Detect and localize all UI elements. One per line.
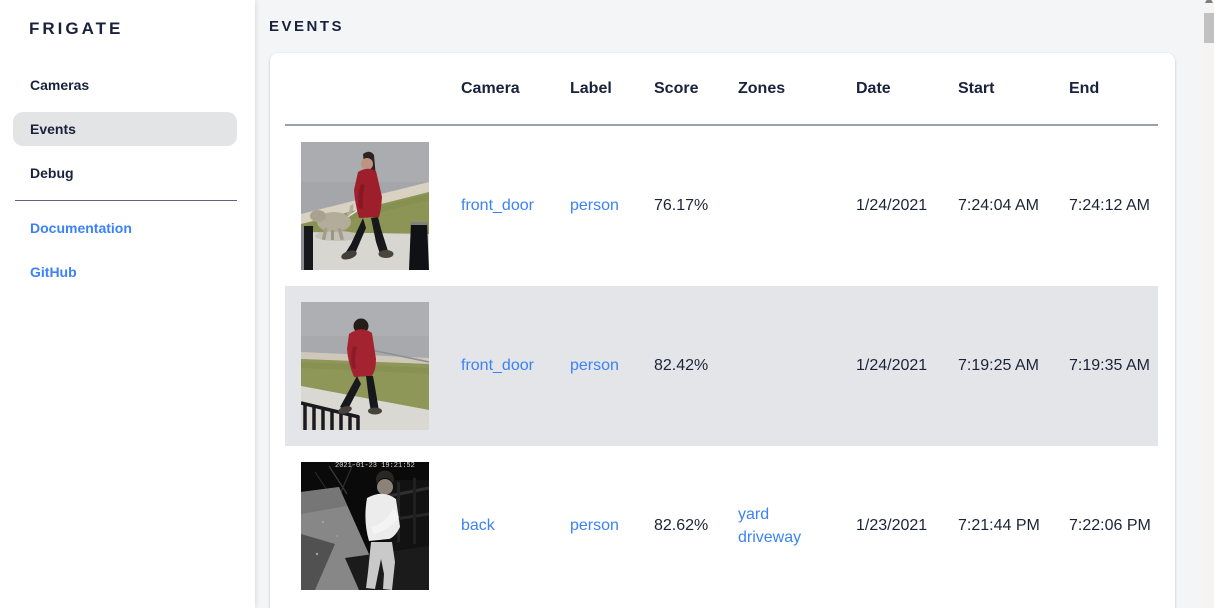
sidebar-link-label: GitHub bbox=[30, 264, 77, 280]
start-cell: 7:19:25 AM bbox=[958, 357, 1039, 374]
sidebar-link-label: Documentation bbox=[30, 220, 132, 236]
date-cell: 1/23/2021 bbox=[856, 517, 928, 534]
end-cell: 7:22:06 PM bbox=[1069, 517, 1151, 534]
label-cell: person bbox=[570, 357, 654, 375]
page-title: EVENTS bbox=[269, 18, 345, 35]
sidebar: FRIGATE Cameras Events Debug Documentati… bbox=[0, 0, 255, 608]
camera-link[interactable]: front_door bbox=[461, 357, 534, 374]
scrollbar-thumb[interactable] bbox=[1204, 13, 1214, 43]
sidebar-item-events[interactable]: Events bbox=[13, 112, 237, 146]
event-row-3[interactable]: 2021-01-23 19:21:52 back person 82.62% y… bbox=[285, 446, 1158, 606]
end-cell: 7:24:12 AM bbox=[1069, 197, 1150, 214]
main-content: EVENTS Camera Label Score Zones Date Sta… bbox=[255, 0, 1204, 608]
scrollbar[interactable] bbox=[1204, 0, 1214, 608]
label-link[interactable]: person bbox=[570, 357, 619, 374]
sidebar-item-label: Cameras bbox=[30, 77, 90, 93]
label-link[interactable]: person bbox=[570, 197, 619, 214]
app-logo: FRIGATE bbox=[29, 19, 124, 38]
end-cell: 7:19:35 AM bbox=[1069, 357, 1150, 374]
sidebar-link-documentation[interactable]: Documentation bbox=[13, 211, 237, 245]
event-row-2[interactable]: front_door person 82.42% 1/24/2021 7:19:… bbox=[285, 286, 1158, 446]
column-header-label: Label bbox=[570, 79, 612, 97]
camera-cell: front_door bbox=[461, 197, 570, 215]
camera-cell: front_door bbox=[461, 357, 570, 375]
score-cell: 76.17% bbox=[654, 197, 709, 214]
event-thumbnail-front-door-red-hoodie[interactable] bbox=[301, 302, 429, 430]
date-cell: 1/24/2021 bbox=[856, 197, 928, 214]
start-cell: 7:21:44 PM bbox=[958, 517, 1040, 534]
scroll-up-arrow-icon[interactable] bbox=[1205, 0, 1213, 3]
events-card: Camera Label Score Zones Date Start End bbox=[270, 53, 1175, 608]
event-thumbnail-front-door-dog-walk[interactable] bbox=[301, 142, 429, 270]
column-header-date: Date bbox=[856, 79, 891, 97]
score-cell: 82.42% bbox=[654, 357, 709, 374]
thumbnail-timestamp: 2021-01-23 19:21:52 bbox=[335, 462, 415, 470]
column-header-start: Start bbox=[958, 79, 995, 97]
label-link[interactable]: person bbox=[570, 517, 619, 534]
sidebar-item-cameras[interactable]: Cameras bbox=[13, 68, 237, 102]
sidebar-divider bbox=[15, 200, 237, 201]
label-cell: person bbox=[570, 197, 654, 215]
zones-cell: yard driveway bbox=[738, 503, 856, 549]
event-row-1[interactable]: front_door person 76.17% 1/24/2021 7:24:… bbox=[285, 126, 1158, 286]
sidebar-item-label: Debug bbox=[30, 165, 74, 181]
thumbnail-cell bbox=[285, 302, 461, 430]
thumbnail-cell: 2021-01-23 19:21:52 bbox=[285, 462, 461, 590]
column-header-camera: Camera bbox=[461, 79, 520, 97]
column-header-score: Score bbox=[654, 79, 699, 97]
sidebar-item-debug[interactable]: Debug bbox=[13, 156, 237, 190]
zone-link-yard[interactable]: yard bbox=[738, 506, 770, 523]
sidebar-link-github[interactable]: GitHub bbox=[13, 255, 237, 289]
table-header: Camera Label Score Zones Date Start End bbox=[285, 53, 1158, 126]
column-header-end: End bbox=[1069, 79, 1100, 97]
date-cell: 1/24/2021 bbox=[856, 357, 928, 374]
sidebar-nav: Cameras Events Debug Documentation GitHu… bbox=[0, 68, 255, 289]
score-cell: 82.62% bbox=[654, 517, 709, 534]
thumbnail-cell bbox=[285, 142, 461, 270]
start-cell: 7:24:04 AM bbox=[958, 197, 1039, 214]
camera-link[interactable]: back bbox=[461, 517, 495, 534]
camera-cell: back bbox=[461, 517, 570, 535]
label-cell: person bbox=[570, 517, 654, 535]
zone-link-driveway[interactable]: driveway bbox=[738, 529, 802, 546]
event-thumbnail-back-night[interactable]: 2021-01-23 19:21:52 bbox=[301, 462, 429, 590]
camera-link[interactable]: front_door bbox=[461, 197, 534, 214]
column-header-zones: Zones bbox=[738, 79, 786, 97]
sidebar-item-label: Events bbox=[30, 121, 76, 137]
